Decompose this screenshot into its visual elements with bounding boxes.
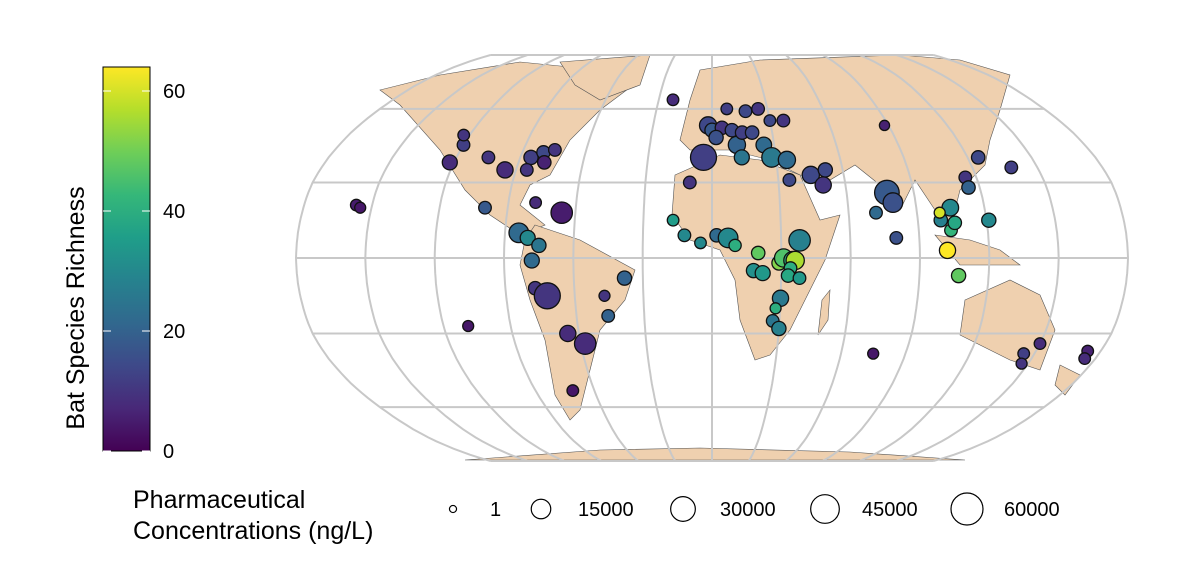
site-point xyxy=(601,308,616,323)
site-point xyxy=(536,155,552,170)
size-legend-circle xyxy=(448,504,458,514)
site-point xyxy=(867,347,880,360)
site-point xyxy=(763,114,777,128)
site-point xyxy=(677,228,692,243)
size-legend-circle xyxy=(670,496,696,522)
size-legend-circle xyxy=(810,494,840,524)
site-point xyxy=(814,176,832,194)
colorbar-tick-label: 40 xyxy=(163,201,185,223)
site-point xyxy=(744,125,760,140)
size-legend-label: 45000 xyxy=(862,499,918,521)
site-point xyxy=(559,324,577,343)
size-legend-label: 15000 xyxy=(578,499,634,521)
size-legend-circle xyxy=(530,498,552,520)
site-point xyxy=(769,302,782,315)
colorbar-tick-label: 20 xyxy=(163,321,185,343)
site-point xyxy=(666,93,680,107)
site-point xyxy=(933,206,946,219)
site-point xyxy=(754,264,771,282)
site-point xyxy=(780,268,796,283)
colorbar-tick-label: 0 xyxy=(163,441,174,463)
site-point xyxy=(547,142,562,157)
site-point xyxy=(598,289,611,302)
site-point xyxy=(882,192,904,214)
site-point xyxy=(523,149,539,166)
site-point xyxy=(782,173,797,187)
colorbar xyxy=(102,66,151,452)
site-point xyxy=(733,149,750,166)
colorbar-tick-label: 60 xyxy=(163,81,185,103)
size-legend-label: 30000 xyxy=(720,499,776,521)
site-point xyxy=(728,238,742,253)
site-point xyxy=(1033,337,1047,351)
size-legend-label: 60000 xyxy=(1004,499,1060,521)
site-point xyxy=(771,320,787,337)
site-point xyxy=(694,236,707,250)
site-point xyxy=(817,162,834,178)
site-point xyxy=(616,270,633,286)
site-point xyxy=(519,229,536,247)
site-point xyxy=(938,241,957,260)
site-point xyxy=(689,143,718,172)
site-point xyxy=(1004,160,1019,175)
site-point xyxy=(889,230,904,245)
site-point xyxy=(970,150,986,165)
site-point xyxy=(481,150,496,165)
site-point xyxy=(462,319,475,333)
site-point xyxy=(869,205,883,220)
site-point xyxy=(1015,357,1028,370)
site-point xyxy=(750,245,766,261)
site-point xyxy=(792,271,807,286)
site-point xyxy=(961,180,976,195)
site-point xyxy=(519,162,534,177)
site-point xyxy=(1078,352,1092,366)
site-point xyxy=(533,282,561,310)
site-point xyxy=(531,237,547,254)
site-point xyxy=(682,175,697,190)
size-legend-label: 1 xyxy=(490,499,501,521)
site-point xyxy=(441,154,458,171)
site-point xyxy=(947,215,963,231)
site-point xyxy=(777,150,797,170)
site-point xyxy=(878,119,891,132)
colorbar-title: Bat Species Richness xyxy=(62,186,90,429)
site-point xyxy=(566,384,580,398)
site-point xyxy=(354,201,367,214)
site-point xyxy=(708,129,724,146)
land xyxy=(379,54,1081,461)
site-point xyxy=(751,101,766,116)
points xyxy=(349,93,1095,398)
site-point xyxy=(950,267,967,284)
site-point xyxy=(776,113,791,128)
site-point xyxy=(720,102,734,116)
size-legend-title: Pharmaceutical Concentrations (ng/L) xyxy=(133,486,374,545)
site-point xyxy=(788,229,811,252)
site-point xyxy=(1017,347,1031,361)
site-point xyxy=(573,332,597,355)
site-point xyxy=(496,161,514,179)
site-point xyxy=(457,128,471,142)
site-point xyxy=(550,201,574,225)
site-point xyxy=(478,200,492,215)
site-point xyxy=(523,252,540,269)
site-point xyxy=(666,213,680,227)
site-point xyxy=(738,104,753,119)
site-point xyxy=(981,212,997,228)
site-point xyxy=(529,196,543,210)
size-legend-circle xyxy=(950,492,984,526)
